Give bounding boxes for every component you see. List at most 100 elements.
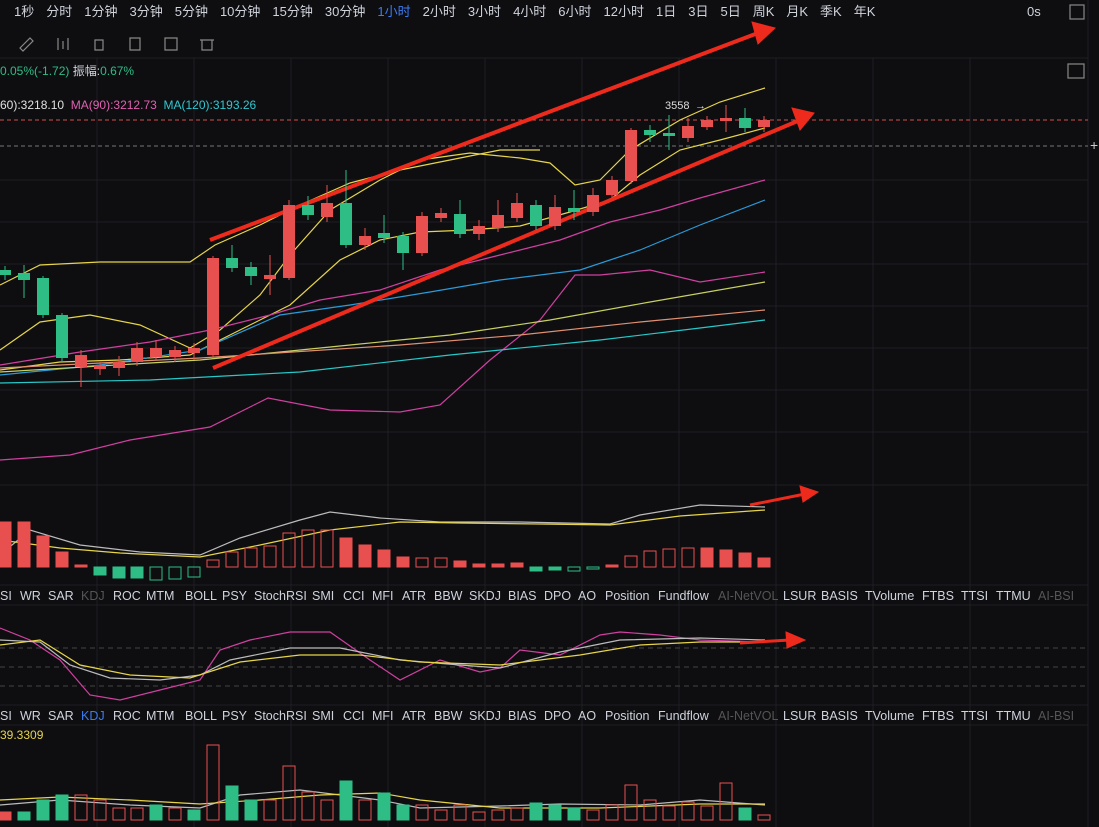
indicator-tab[interactable]: MFI bbox=[372, 709, 394, 723]
candle-body bbox=[340, 203, 352, 245]
volume-bar bbox=[36, 799, 50, 821]
macd-bar bbox=[700, 547, 714, 568]
indicator-tab[interactable]: SMI bbox=[312, 589, 335, 603]
indicator-tab[interactable]: ATR bbox=[402, 709, 427, 723]
indicator-tab[interactable]: TTMU bbox=[996, 589, 1031, 603]
volume-bar bbox=[0, 811, 12, 821]
candle-body bbox=[416, 216, 428, 253]
interval-button[interactable]: 季K bbox=[820, 4, 842, 19]
interval-button[interactable]: 年K bbox=[853, 4, 876, 19]
indicator-tab[interactable]: TVolume bbox=[865, 709, 915, 723]
indicator-tab[interactable]: StochRSI bbox=[254, 709, 307, 723]
indicator-tab[interactable]: SI bbox=[0, 709, 12, 723]
indicator-tab[interactable]: AO bbox=[578, 709, 597, 723]
candle-body bbox=[644, 130, 656, 135]
indicator-tab[interactable]: KDJ bbox=[81, 589, 105, 603]
volume-bar bbox=[112, 807, 126, 821]
indicator-tab[interactable]: MTM bbox=[146, 589, 175, 603]
interval-button[interactable]: 1日 bbox=[656, 4, 677, 19]
indicator-tab[interactable]: BBW bbox=[434, 709, 463, 723]
indicator-tab[interactable]: Position bbox=[605, 589, 650, 603]
indicator-tab[interactable]: DPO bbox=[544, 709, 572, 723]
indicator-tab[interactable]: LSUR bbox=[783, 589, 817, 603]
indicator-tab[interactable]: AI-NetVOL bbox=[718, 589, 779, 603]
indicator-tab[interactable]: TTMU bbox=[996, 709, 1031, 723]
indicator-tab[interactable]: CCI bbox=[343, 589, 365, 603]
interval-button[interactable]: 3分钟 bbox=[129, 4, 163, 19]
interval-button[interactable]: 12小时 bbox=[603, 4, 644, 19]
indicator-tab[interactable]: PSY bbox=[222, 589, 248, 603]
indicator-tab[interactable]: MFI bbox=[372, 589, 394, 603]
indicator-tab[interactable]: BASIS bbox=[821, 709, 858, 723]
indicator-tab[interactable]: BBW bbox=[434, 589, 463, 603]
indicator-tab[interactable]: BOLL bbox=[185, 709, 217, 723]
interval-button[interactable]: 3小时 bbox=[467, 4, 502, 19]
candle-body bbox=[473, 226, 485, 234]
indicator-tab[interactable]: FTBS bbox=[922, 589, 954, 603]
candle-body bbox=[245, 267, 257, 276]
macd-bar bbox=[358, 544, 372, 568]
indicator-tab[interactable]: FTBS bbox=[922, 709, 954, 723]
interval-button[interactable]: 月K bbox=[786, 4, 809, 19]
indicator-tab[interactable]: TTSI bbox=[961, 589, 989, 603]
interval-button[interactable]: 10分钟 bbox=[219, 4, 261, 19]
indicator-tab[interactable]: SAR bbox=[48, 709, 74, 723]
indicator-tab[interactable]: CCI bbox=[343, 709, 365, 723]
interval-button[interactable]: 周K bbox=[752, 4, 775, 19]
macd-bar bbox=[415, 557, 429, 568]
indicator-tab[interactable]: BASIS bbox=[821, 589, 858, 603]
interval-button[interactable]: 1秒 bbox=[14, 4, 35, 19]
indicator-tab[interactable]: MTM bbox=[146, 709, 175, 723]
screen-icons: + bbox=[19, 4, 1098, 153]
indicator-tab[interactable]: WR bbox=[20, 709, 41, 723]
interval-button[interactable]: 5分钟 bbox=[174, 4, 208, 19]
indicator-tab[interactable]: ROC bbox=[113, 709, 141, 723]
candle-body bbox=[188, 348, 200, 353]
indicator-tab[interactable]: DPO bbox=[544, 589, 572, 603]
indicator-tab[interactable]: SKDJ bbox=[469, 589, 501, 603]
indicator-tab[interactable]: SAR bbox=[48, 589, 74, 603]
indicator-tab[interactable]: Fundflow bbox=[658, 589, 709, 603]
interval-button[interactable]: 分时 bbox=[46, 4, 73, 19]
indicator-tab[interactable]: BIAS bbox=[508, 709, 537, 723]
volume-bar bbox=[567, 807, 581, 821]
indicator-tab[interactable]: AI-BSI bbox=[1038, 709, 1075, 723]
indicator-tab[interactable]: SMI bbox=[312, 709, 335, 723]
indicator-tab[interactable]: ROC bbox=[113, 589, 141, 603]
indicator-tab[interactable]: Fundflow bbox=[658, 709, 709, 723]
interval-button[interactable]: 15分钟 bbox=[272, 4, 313, 19]
volume-bar bbox=[17, 811, 31, 821]
indicator-tab[interactable]: PSY bbox=[222, 709, 248, 723]
candle-body bbox=[606, 180, 618, 195]
indicator-tab[interactable]: AI-NetVOL bbox=[718, 709, 779, 723]
indicator-tab[interactable]: TTSI bbox=[961, 709, 989, 723]
indicator-tab[interactable]: KDJ bbox=[81, 709, 105, 723]
interval-button[interactable]: 5日 bbox=[720, 4, 741, 19]
indicator-tab[interactable]: AO bbox=[578, 589, 597, 603]
indicator-tab[interactable]: Position bbox=[605, 709, 650, 723]
interval-button[interactable]: 6小时 bbox=[558, 4, 592, 19]
macd-bar bbox=[339, 537, 353, 568]
interval-button[interactable]: 4小时 bbox=[513, 4, 547, 19]
indicator-tab[interactable]: SI bbox=[0, 589, 12, 603]
indicator-tab[interactable]: BIAS bbox=[508, 589, 537, 603]
indicator-tab[interactable]: TVolume bbox=[865, 589, 915, 603]
candle-body bbox=[530, 205, 542, 226]
macd-bar bbox=[93, 566, 107, 576]
macd-bar bbox=[662, 548, 676, 568]
indicator-tab[interactable]: BOLL bbox=[185, 589, 217, 603]
indicator-tab[interactable]: WR bbox=[20, 589, 41, 603]
indicator-tab[interactable]: SKDJ bbox=[469, 709, 501, 723]
indicator-tab[interactable]: StochRSI bbox=[254, 589, 307, 603]
indicator-tab[interactable]: AI-BSI bbox=[1038, 589, 1075, 603]
interval-button[interactable]: 2小时 bbox=[422, 4, 456, 19]
price-marker: 3558 bbox=[665, 100, 689, 112]
interval-button[interactable]: 1小时 bbox=[377, 4, 411, 19]
interval-button[interactable]: 1分钟 bbox=[84, 4, 118, 19]
macd-bar bbox=[282, 532, 296, 568]
interval-button[interactable]: 3日 bbox=[688, 4, 709, 19]
interval-button[interactable]: 30分钟 bbox=[324, 4, 366, 19]
indicator-tab[interactable]: LSUR bbox=[783, 709, 817, 723]
indicator-tab[interactable]: ATR bbox=[402, 589, 427, 603]
